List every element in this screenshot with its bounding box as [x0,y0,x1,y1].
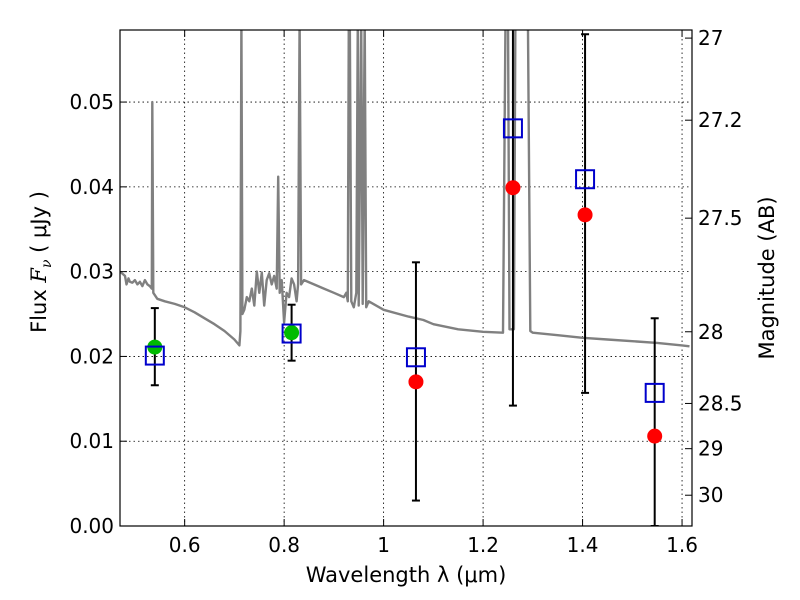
model-square-2 [405,347,426,368]
x-tick-label-3: 1.2 [467,533,499,557]
x-tick-label-0: 0.6 [169,533,201,557]
model-square-3 [502,118,523,139]
y-tick-label-3: 0.03 [69,260,114,284]
y2-tick-label-6: 30 [698,483,723,507]
green-point-1 [284,325,300,341]
model-square-5 [644,382,665,403]
y-axis-label: Flux Fν ( μJy ) [27,191,55,333]
y2-tick-label-2: 27.5 [698,206,743,230]
y-axis-label-subscript: ν [39,259,55,268]
model-square-0 [144,345,165,366]
model-square-1 [281,323,302,344]
spectrum-line-0 [120,30,690,348]
y2-tick-label-4: 28.5 [698,391,743,415]
x-axis-label: Wavelength λ (μm) [306,563,507,587]
red-point-2 [577,207,593,223]
y2-axis-label: Magnitude (AB) [755,196,779,359]
y2-tick-label-1: 27.2 [698,108,743,132]
x-tick-label-5: 1.6 [666,533,698,557]
y-tick-label-5: 0.05 [69,90,114,114]
red-point-3 [647,428,663,444]
y-axis-label-symbol: F [27,267,51,284]
red-point-0 [408,374,424,390]
y-tick-label-2: 0.02 [69,344,114,368]
y2-tick-label-0: 27 [698,26,723,50]
y-axis-label-prefix: Flux [27,283,51,333]
y-axis-label-suffix: ( μJy ) [27,191,51,259]
x-tick-label-4: 1.4 [567,533,599,557]
x-tick-label-1: 0.8 [268,533,300,557]
plot-area [120,30,692,526]
y2-tick-label-5: 29 [698,437,723,461]
model-square-4 [575,169,596,190]
red-point-1 [505,180,521,196]
x-tick-label-2: 1 [377,533,390,557]
plot-frame [119,29,693,527]
y-tick-label-0: 0.00 [69,514,114,538]
plot-content [120,30,690,526]
axis-ticks: 0.6 0.8 1 1.2 1.4 1.6 0.00 0.01 0.02 0.03 0.04 0.05… [69,26,742,557]
y-tick-label-4: 0.04 [69,175,114,199]
y-tick-label-1: 0.01 [69,429,114,453]
y2-tick-label-3: 28 [698,320,723,344]
